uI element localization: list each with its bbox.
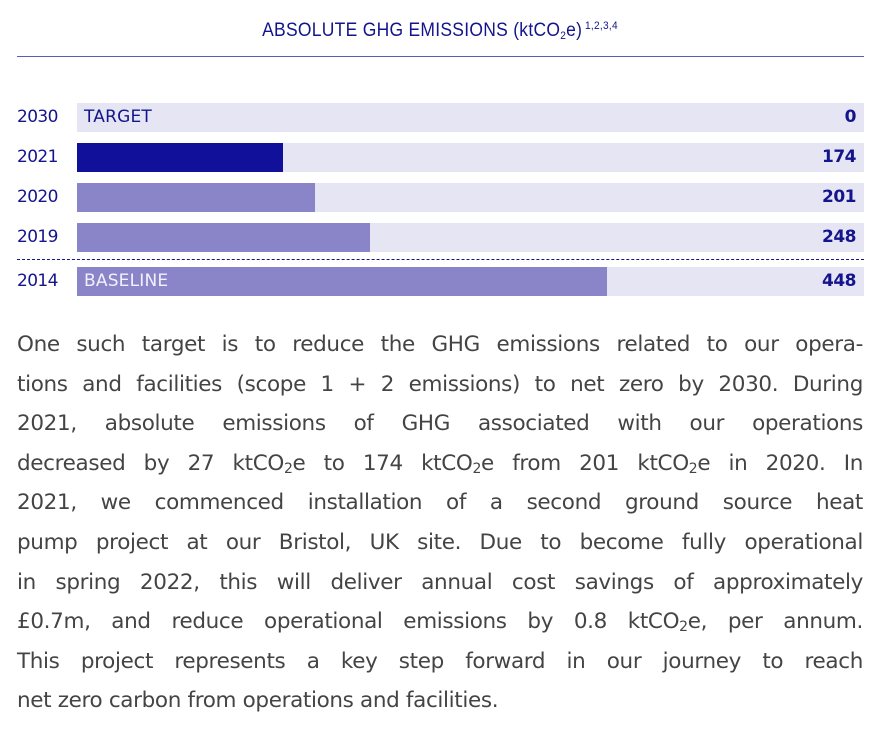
paragraph-line: tions and facilities (scope 1 + 2 emissi… xyxy=(17,371,863,397)
title-divider xyxy=(17,56,864,57)
bar-fill xyxy=(77,267,608,296)
chart-title-end: e) xyxy=(566,20,583,41)
bar-fill xyxy=(77,223,371,252)
bar-inner-label: TARGET xyxy=(84,107,153,127)
paragraph-line: pump project at our Bristol, UK site. Du… xyxy=(17,529,863,555)
paragraph-line: One such target is to reduce the GHG emi… xyxy=(17,332,863,357)
subscript: 2 xyxy=(472,460,482,477)
bar-inner-label: BASELINE xyxy=(84,271,169,291)
chart-title-text: ABSOLUTE GHG EMISSIONS (ktCO xyxy=(262,20,561,41)
bar-fill xyxy=(77,183,315,212)
text-run: e from 201 ktCO xyxy=(481,450,689,476)
bar-value: 448 xyxy=(822,271,857,291)
chart-title: ABSOLUTE GHG EMISSIONS (ktCO2e) 1,2,3,4 xyxy=(35,20,845,42)
bar-row-2021: 2021 174 xyxy=(17,143,864,172)
bar-row-2019: 2019 248 xyxy=(17,223,864,252)
baseline-separator xyxy=(17,259,864,260)
bar-track: 248 xyxy=(77,223,864,252)
text-run: decreased by 27 ktCO xyxy=(17,450,284,476)
bar-row-2020: 2020 201 xyxy=(17,183,864,212)
text-run: e to 174 ktCO xyxy=(292,450,473,476)
row-year: 2019 xyxy=(17,227,58,247)
paragraph-line: decreased by 27 ktCO2e to 174 ktCO2e fro… xyxy=(17,444,863,484)
text-run: e, per annum. xyxy=(687,609,864,635)
bar-track: TARGET 0 xyxy=(77,103,864,132)
bar-row-2014: 2014 BASELINE 448 xyxy=(17,267,864,296)
bar-value: 248 xyxy=(822,227,857,247)
text-run: e in 2020. In xyxy=(697,450,863,476)
bar-fill xyxy=(77,143,283,172)
paragraph-line: £0.7m, and reduce operational emissions … xyxy=(17,602,863,642)
paragraph-line: 2021, absolute emissions of GHG associat… xyxy=(17,411,863,437)
paragraph-line: 2021, we commenced installation of a sec… xyxy=(17,490,863,516)
bar-track: 174 xyxy=(77,143,864,172)
bar-track: BASELINE 448 xyxy=(77,267,864,296)
row-year: 2014 xyxy=(17,271,58,291)
chart-title-subscript: 2 xyxy=(560,30,567,42)
row-year: 2030 xyxy=(17,107,58,127)
subscript: 2 xyxy=(679,619,688,636)
paragraph-line: net zero carbon from operations and faci… xyxy=(17,688,499,714)
subscript: 2 xyxy=(283,460,293,477)
bar-value: 174 xyxy=(822,147,857,167)
body-paragraph: One such target is to reduce the GHG emi… xyxy=(17,325,863,721)
bar-row-2030: 2030 TARGET 0 xyxy=(17,103,864,132)
bar-value: 0 xyxy=(844,107,857,127)
text-run: £0.7m, and reduce operational emissions … xyxy=(17,609,680,635)
chart-title-footnotes: 1,2,3,4 xyxy=(585,20,618,32)
paragraph-line: This project represents a key step forwa… xyxy=(17,648,863,674)
row-year: 2020 xyxy=(17,187,58,207)
row-year: 2021 xyxy=(17,147,58,167)
subscript: 2 xyxy=(688,460,698,477)
bar-value: 201 xyxy=(822,187,857,207)
paragraph-line: in spring 2022, this will deliver annual… xyxy=(17,569,863,595)
bar-track: 201 xyxy=(77,183,864,212)
